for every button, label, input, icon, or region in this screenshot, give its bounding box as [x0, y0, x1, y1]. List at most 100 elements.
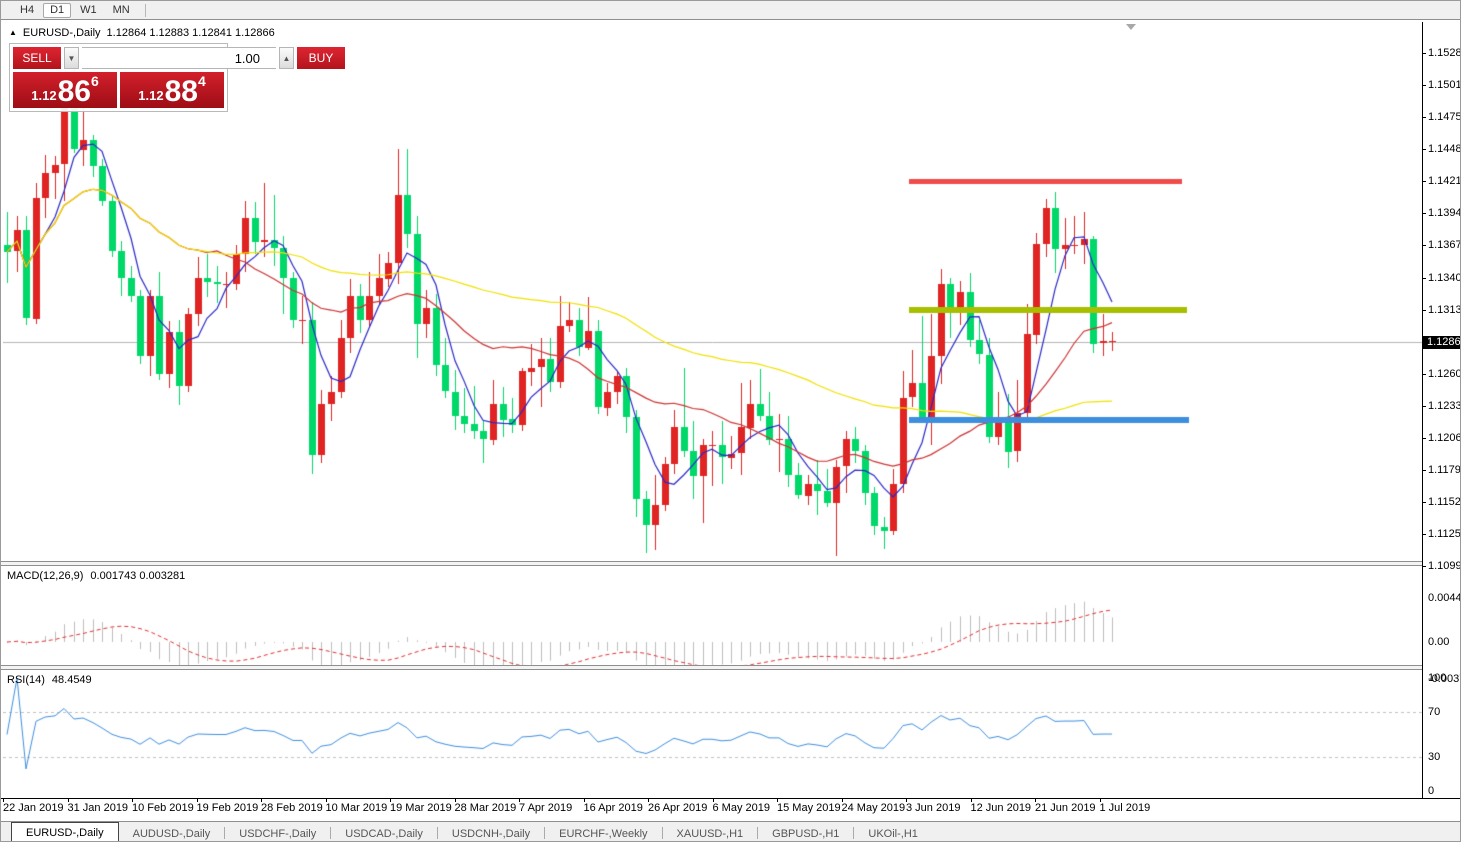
- buy-price-button[interactable]: 1.12 88 4: [120, 72, 224, 108]
- rsi-indicator-chart[interactable]: [3, 670, 1422, 797]
- panel-separator-macd[interactable]: [1, 561, 1460, 566]
- date-axis-tick: [519, 799, 520, 802]
- collapse-icon[interactable]: ▲: [9, 28, 17, 37]
- price-axis-label: 1.14480: [1428, 143, 1460, 156]
- macd-title: MACD(12,26,9): [7, 570, 84, 582]
- date-axis-tick: [906, 799, 907, 802]
- date-axis-tick: [132, 799, 133, 802]
- sell-button[interactable]: SELL: [13, 47, 61, 69]
- date-axis-label: 12 Jun 2019: [970, 802, 1032, 814]
- date-axis-label: 6 May 2019: [712, 802, 770, 814]
- price-axis-tick: [1422, 405, 1426, 407]
- rsi-title: RSI(14): [7, 674, 45, 686]
- date-axis-label: 7 Apr 2019: [519, 802, 573, 814]
- tab-separator: [544, 827, 546, 839]
- macd-panel-title: MACD(12,26,9) 0.001743 0.003281: [7, 570, 185, 582]
- buy-price-prefix: 1.12: [138, 88, 164, 103]
- price-axis-label: 1.12065: [1428, 431, 1460, 444]
- rsi-value: 48.4549: [51, 674, 92, 686]
- date-axis-tick: [390, 799, 391, 802]
- macd-values: 0.001743 0.003281: [90, 570, 186, 582]
- tab-separator: [330, 827, 332, 839]
- rsi-axis-label: 70: [1428, 705, 1441, 718]
- macd-axis-label: -0.003715: [1428, 672, 1460, 685]
- timeframe-button-d1[interactable]: D1: [43, 2, 72, 18]
- timeframe-button-w1[interactable]: W1: [80, 4, 97, 16]
- chart-ohlc-readout: 1.12864 1.12883 1.12841 1.12866: [106, 27, 275, 39]
- timeframe-button-h4[interactable]: H4: [20, 4, 35, 16]
- price-axis-tick: [1422, 566, 1426, 567]
- chart-tab-gbpusd-h1[interactable]: GBPUSD-,H1: [772, 827, 840, 840]
- chart-window: ▲ EURUSD-,Daily 1.12864 1.12883 1.12841 …: [1, 21, 1461, 821]
- volume-decrease-button[interactable]: ▼: [64, 47, 79, 69]
- macd-indicator-chart[interactable]: [3, 566, 1422, 667]
- chart-tab-eurchf-weekly[interactable]: EURCHF-,Weekly: [559, 827, 648, 840]
- chart-tab-audusd-daily[interactable]: AUDUSD-,Daily: [132, 827, 211, 840]
- current-price-box: 1.12866: [1423, 335, 1460, 349]
- date-axis-tick: [777, 799, 778, 802]
- date-axis-tick: [841, 799, 843, 802]
- price-axis-label: 1.13405: [1428, 271, 1460, 284]
- time-axis[interactable]: 22 Jan 2019 31 Jan 2019 10 Feb 2019 19 Feb …: [1, 799, 1460, 817]
- chart-shift-marker[interactable]: [1126, 24, 1136, 30]
- panel-separator-rsi[interactable]: [1, 665, 1460, 670]
- date-axis-label: 15 May 2019: [777, 802, 841, 814]
- date-axis-tick: [712, 799, 714, 802]
- date-axis-label: 24 May 2019: [841, 802, 906, 814]
- chart-tab-usdcnh-daily[interactable]: USDCNH-,Daily: [451, 827, 531, 840]
- price-axis-label: 1.11795: [1428, 463, 1461, 476]
- macd-axis-label: 0.004465: [1428, 592, 1461, 604]
- date-axis-tick: [3, 799, 4, 802]
- date-axis-label: 31 Jan 2019: [67, 802, 129, 814]
- price-axis-tick: [1422, 502, 1426, 504]
- date-axis-label: 21 Jun 2019: [1035, 802, 1096, 814]
- date-axis-label: 28 Mar 2019: [454, 802, 517, 814]
- price-axis-border: [1422, 22, 1423, 799]
- rsi-axis-label: 30: [1428, 751, 1441, 764]
- time-axis-border: [1, 798, 1460, 799]
- price-axis-tick: [1422, 373, 1426, 375]
- one-click-trade-panel: SELL ▼ ▲ BUY 1.12 86 6 1.12 88 4: [9, 43, 345, 112]
- buy-price-big: 88: [164, 75, 198, 108]
- chart-tab-eurusd-daily[interactable]: EURUSD-,Daily: [11, 822, 119, 841]
- timeframe-toolbar: H4 D1 W1 MN: [1, 1, 1460, 20]
- chart-tab-usdchf-daily[interactable]: USDCHF-,Daily: [239, 827, 317, 840]
- price-axis-tick: [1422, 53, 1426, 54]
- price-axis-tick: [1422, 149, 1426, 151]
- sell-price-button[interactable]: 1.12 86 6: [13, 72, 117, 108]
- price-axis-tick: [1422, 469, 1426, 471]
- date-axis-label: 19 Mar 2019: [390, 802, 452, 814]
- date-axis-label: 22 Jan 2019: [3, 802, 64, 814]
- volume-increase-button[interactable]: ▲: [279, 47, 294, 69]
- chart-title: EURUSD-,Daily: [22, 27, 101, 39]
- price-axis-label: 1.14210: [1428, 175, 1460, 188]
- price-axis-label: 1.14750: [1428, 110, 1460, 123]
- sell-price-pip: 6: [90, 73, 99, 89]
- price-axis-tick: [1422, 534, 1426, 536]
- timeframe-button-mn[interactable]: MN: [112, 4, 130, 16]
- buy-button[interactable]: BUY: [297, 47, 345, 69]
- price-axis-tick: [1422, 213, 1426, 215]
- price-axis-tick: [1422, 181, 1426, 183]
- price-axis-label: 1.15285: [1428, 47, 1460, 59]
- rsi-axis-label: 0: [1428, 785, 1435, 797]
- rsi-axis-label: 100: [1428, 672, 1447, 684]
- price-axis-tick: [1422, 245, 1426, 247]
- chart-tabs-bar: EURUSD-,Daily AUDUSD-,Daily USDCHF-,Daily U…: [1, 821, 1460, 841]
- tab-separator: [853, 827, 855, 839]
- chart-tab-usdcad-daily[interactable]: USDCAD-,Daily: [345, 827, 423, 840]
- timeframe-buttons: H4 D1 W1 MN: [13, 2, 139, 18]
- date-axis-label: 10 Feb 2019: [132, 802, 194, 814]
- price-axis[interactable]: 1.15285 1.15015 1.14750 1.14480 1.14210 1.139…: [1422, 21, 1461, 798]
- date-axis-tick: [583, 799, 585, 802]
- chart-tab-xauusd-h1[interactable]: XAUUSD-,H1: [676, 827, 744, 840]
- price-axis-label: 1.15015: [1428, 79, 1460, 92]
- price-axis-tick: [1422, 116, 1426, 118]
- main-price-chart[interactable]: [3, 22, 1422, 562]
- date-axis-tick: [325, 799, 327, 802]
- volume-input[interactable]: [82, 47, 276, 69]
- toolbar-separator: [144, 3, 146, 17]
- chart-tab-ukoil-h1[interactable]: UKOil-,H1: [868, 827, 918, 840]
- sell-price-big: 86: [57, 75, 91, 108]
